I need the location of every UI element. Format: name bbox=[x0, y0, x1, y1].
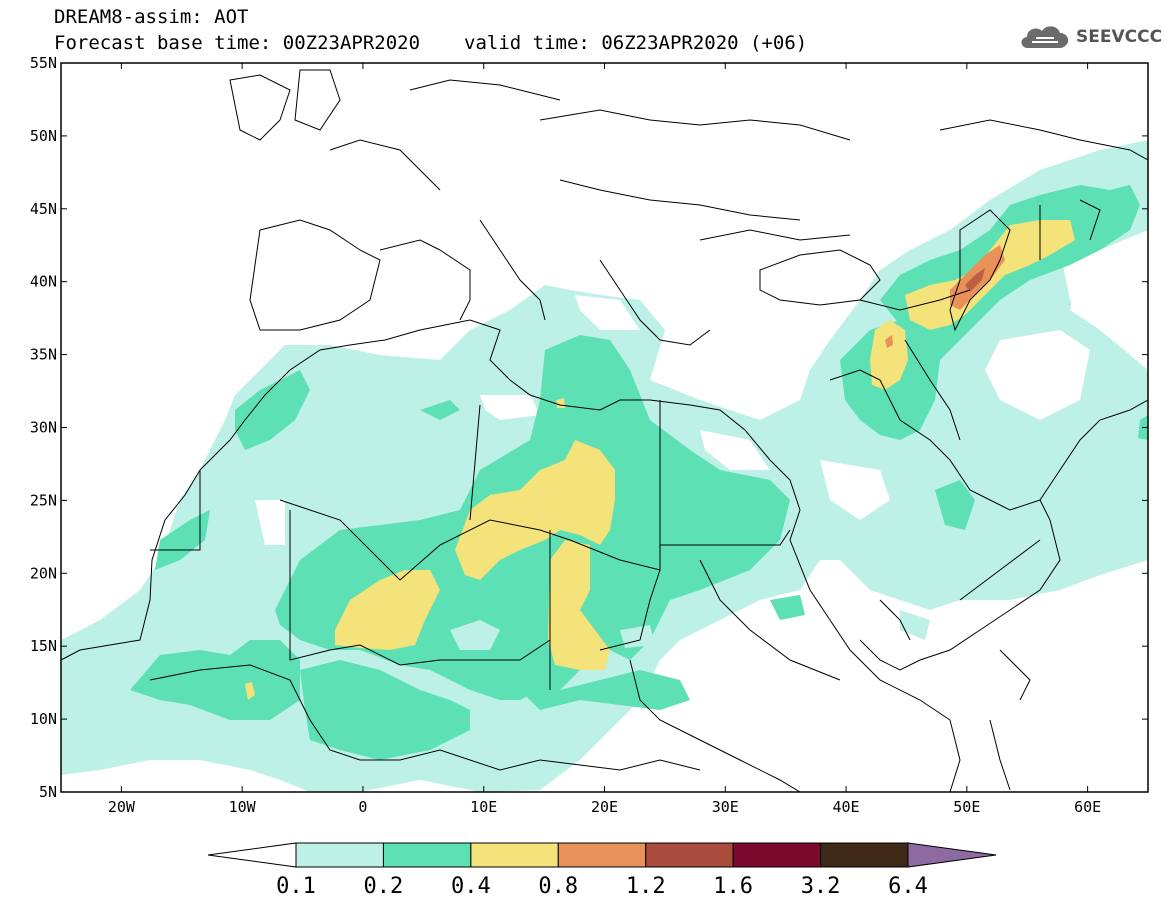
aot-contours bbox=[61, 69, 1148, 792]
aot-low-pockets bbox=[450, 620, 655, 650]
aot-colorbar: 0.1 0.2 0.4 0.8 1.2 1.6 3.2 6.4 bbox=[207, 842, 997, 899]
colorbar-label: 0.2 bbox=[364, 874, 404, 899]
aot-level-0.4 bbox=[245, 220, 1075, 700]
lon-tick-label: 10E bbox=[470, 798, 497, 816]
lat-tick-label: 40N bbox=[30, 273, 57, 291]
colorbar-bin bbox=[295, 842, 384, 868]
lon-tick-label: 20W bbox=[108, 798, 136, 816]
coastlines-borders bbox=[61, 69, 1148, 792]
lat-tick-label: 15N bbox=[30, 637, 57, 655]
cloud-icon bbox=[1021, 26, 1069, 48]
colorbar-bin bbox=[732, 842, 822, 868]
lon-tick-label: 0 bbox=[358, 798, 367, 816]
lon-tick-label: 50E bbox=[953, 798, 980, 816]
colorbar-label: 1.2 bbox=[626, 874, 666, 899]
colorbar-label: 1.6 bbox=[713, 874, 753, 899]
valid-time: valid time: 06Z23APR2020 (+06) bbox=[464, 32, 808, 54]
colorbar-low-extension bbox=[207, 842, 297, 868]
aot-clear-areas bbox=[255, 250, 1148, 545]
map-title: DREAM8-assim: AOT bbox=[54, 6, 249, 28]
colorbar-bin bbox=[470, 842, 559, 868]
lat-tick-label: 45N bbox=[30, 200, 57, 218]
lat-tick-label: 10N bbox=[30, 710, 57, 728]
lon-tick-label: 30E bbox=[712, 798, 739, 816]
colorbar-bin bbox=[820, 842, 909, 868]
colorbar-label: 6.4 bbox=[888, 874, 928, 899]
lon-tick-label: 20E bbox=[591, 798, 618, 816]
colorbar-label: 0.4 bbox=[451, 874, 491, 899]
lat-tick-label: 55N bbox=[30, 54, 57, 72]
seevccc-logo: SEEVCCC bbox=[1018, 22, 1162, 52]
colorbar-high-extension bbox=[907, 842, 997, 868]
lat-tick-label: 5N bbox=[39, 783, 57, 801]
logo-text: SEEVCCC bbox=[1076, 27, 1163, 47]
aot-level-1.2 bbox=[965, 268, 985, 292]
colorbar-bin bbox=[645, 842, 734, 868]
lon-tick-label: 10W bbox=[229, 798, 257, 816]
lat-tick-label: 25N bbox=[30, 491, 57, 509]
lon-tick-label: 40E bbox=[833, 798, 860, 816]
colorbar-label: 0.8 bbox=[538, 874, 578, 899]
colorbar-label: 0.1 bbox=[276, 874, 316, 899]
lat-tick-label: 30N bbox=[30, 419, 57, 437]
base-time: Forecast base time: 00Z23APR2020 bbox=[54, 32, 421, 54]
colorbar-bin bbox=[382, 842, 472, 868]
lon-tick-label: 60E bbox=[1074, 798, 1101, 816]
colorbar-bin bbox=[557, 842, 647, 868]
latitude-axis: 55N 50N 45N 40N 35N 30N 25N 20N 15N 10N 5N bbox=[30, 54, 1148, 801]
lat-tick-label: 20N bbox=[30, 564, 57, 582]
longitude-axis: 20W 10W 0 10E 20E 30E 40E 50E 60E bbox=[108, 63, 1101, 816]
lat-tick-label: 50N bbox=[30, 127, 57, 145]
lat-tick-label: 35N bbox=[30, 346, 57, 364]
colorbar-label: 3.2 bbox=[801, 874, 841, 899]
forecast-times: Forecast base time: 00Z23APR2020 valid ti… bbox=[54, 32, 807, 54]
